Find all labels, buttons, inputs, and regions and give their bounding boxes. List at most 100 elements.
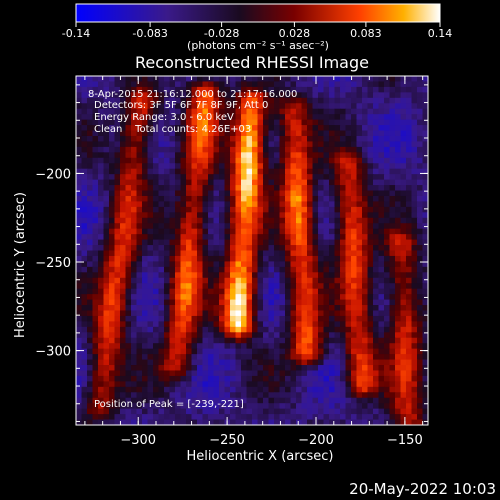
heatmap-cell <box>180 86 187 93</box>
heatmap-cell <box>318 234 325 241</box>
heatmap-cell <box>180 114 187 121</box>
heatmap-cell <box>351 359 358 366</box>
heatmap-cell <box>158 348 165 355</box>
heatmap-cell <box>351 326 358 333</box>
heatmap-cell <box>351 321 358 328</box>
heatmap-cell <box>323 185 330 192</box>
heatmap-cell <box>136 343 143 350</box>
heatmap-cell <box>114 157 121 164</box>
heatmap-cell <box>389 130 396 137</box>
heatmap-cell <box>285 332 292 339</box>
heatmap-cell <box>169 370 176 377</box>
heatmap-cell <box>334 152 341 159</box>
heatmap-cell <box>87 419 94 425</box>
heatmap-cell <box>81 114 88 121</box>
heatmap-cell <box>378 92 385 99</box>
heatmap-cell <box>153 92 160 99</box>
heatmap-cell <box>290 152 297 159</box>
heatmap-cell <box>323 245 330 252</box>
heatmap-cell <box>296 92 303 99</box>
heatmap-cell <box>345 223 352 230</box>
heatmap-cell <box>147 365 154 372</box>
heatmap-cell <box>224 266 231 273</box>
heatmap-cell <box>318 206 325 213</box>
heatmap-cell <box>417 228 424 235</box>
heatmap-cell <box>334 195 341 203</box>
heatmap-cell <box>334 272 341 279</box>
heatmap-cell <box>290 321 297 328</box>
heatmap-cell <box>87 277 94 284</box>
heatmap-cell <box>290 234 297 241</box>
heatmap-cell <box>114 239 121 246</box>
heatmap-cell <box>219 146 226 153</box>
heatmap-cell <box>224 332 231 339</box>
heatmap-cell <box>340 305 347 312</box>
heatmap-cell <box>175 125 182 132</box>
heatmap-cell <box>180 261 187 268</box>
heatmap-cell <box>142 245 149 252</box>
heatmap-cell <box>263 201 270 208</box>
heatmap-cell <box>175 277 182 284</box>
heatmap-cell <box>175 299 182 306</box>
heatmap-cell <box>378 157 385 164</box>
heatmap-cell <box>323 135 330 143</box>
heatmap-cell <box>213 386 220 393</box>
heatmap-cell <box>340 179 347 186</box>
heatmap-cell <box>164 321 171 328</box>
heatmap-cell <box>334 261 341 268</box>
heatmap-cell <box>263 326 270 333</box>
heatmap-cell <box>329 185 336 192</box>
heatmap-cell <box>290 397 297 404</box>
heatmap-cell <box>373 206 380 213</box>
heatmap-cell <box>109 381 116 388</box>
heatmap-cell <box>279 157 286 164</box>
heatmap-cell <box>230 250 237 257</box>
heatmap-cell <box>142 228 149 235</box>
heatmap-cell <box>153 108 160 115</box>
heatmap-cell <box>76 305 83 312</box>
heatmap-cell <box>318 370 325 377</box>
heatmap-cell <box>92 130 99 137</box>
heatmap-cell <box>92 354 99 361</box>
heatmap-cell <box>362 261 369 268</box>
heatmap-cell <box>142 321 149 328</box>
heatmap-cell <box>334 185 341 192</box>
heatmap-cell <box>373 223 380 230</box>
heatmap-cell <box>268 212 275 219</box>
heatmap-cell <box>92 359 99 366</box>
heatmap-cell <box>263 119 270 126</box>
heatmap-cell <box>103 201 110 208</box>
heatmap-cell <box>252 294 259 301</box>
heatmap-cell <box>384 185 391 192</box>
heatmap-cell <box>76 103 83 110</box>
heatmap-cell <box>142 315 149 322</box>
heatmap-cell <box>301 152 308 159</box>
heatmap-cell <box>120 201 127 208</box>
heatmap-cell <box>290 305 297 312</box>
heatmap-cell <box>323 255 330 262</box>
heatmap-cell <box>197 332 204 339</box>
heatmap-cell <box>329 135 336 143</box>
heatmap-cell <box>109 163 116 170</box>
heatmap-cell <box>378 234 385 241</box>
heatmap-cell <box>191 212 198 219</box>
heatmap-cell <box>411 234 418 241</box>
heatmap-cell <box>92 195 99 203</box>
heatmap-cell <box>367 97 374 104</box>
heatmap-cell <box>373 201 380 208</box>
heatmap-cell <box>147 315 154 322</box>
heatmap-cell <box>307 375 314 382</box>
heatmap-cell <box>180 239 187 246</box>
heatmap-cell <box>274 299 281 306</box>
heatmap-cell <box>175 114 182 121</box>
heatmap-cell <box>103 76 110 83</box>
heatmap-cell <box>345 375 352 382</box>
heatmap-cell <box>340 212 347 219</box>
heatmap-cell <box>285 266 292 273</box>
heatmap-cell <box>296 185 303 192</box>
heatmap-cell <box>224 201 231 208</box>
heatmap-cell <box>191 114 198 121</box>
heatmap-cell <box>230 185 237 192</box>
heatmap-cell <box>285 315 292 322</box>
heatmap-cell <box>373 97 380 104</box>
